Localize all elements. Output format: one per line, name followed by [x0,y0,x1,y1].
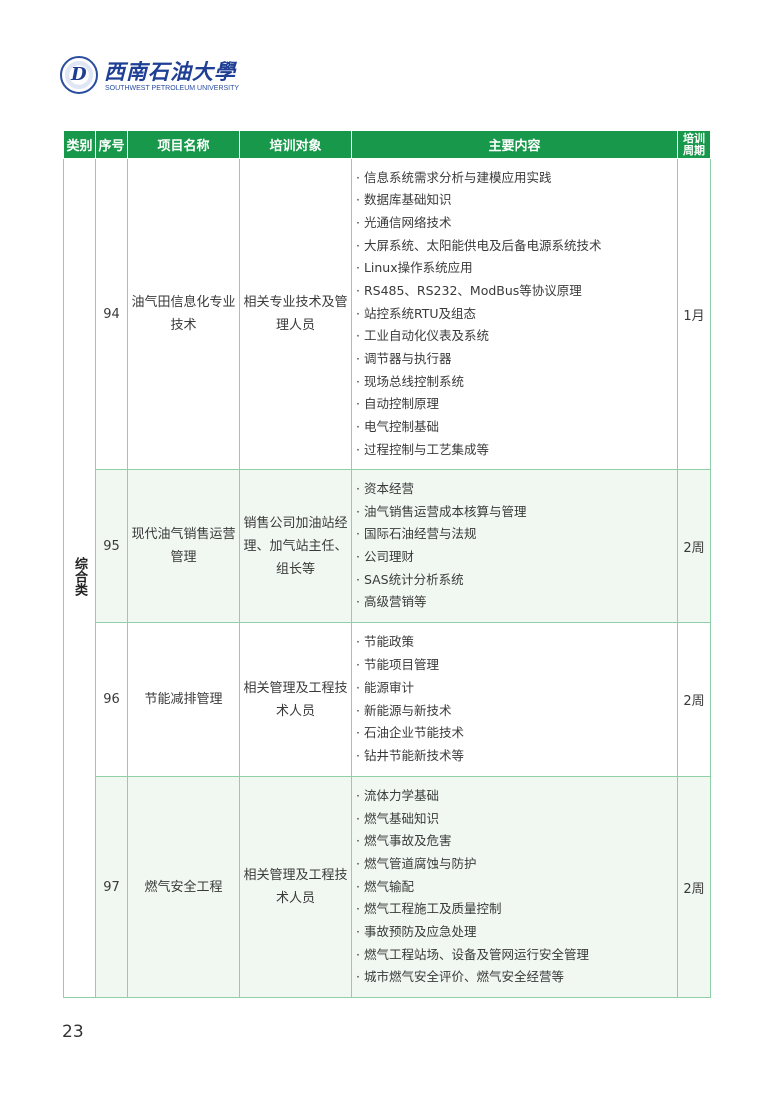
header-target: 培训对象 [239,130,352,159]
main-content: · 流体力学基础 · 燃气基础知识 · 燃气事故及危害 · 燃气管道腐蚀与防护 · 燃气… [351,776,678,998]
logo-name-cn: 西南石油大學 [104,59,236,84]
content-item: · Linux操作系统应用 [356,260,473,276]
table-header: 类别 序号 项目名称 培训对象 主要内容 培训周期 [63,130,711,159]
table-row: 综合类 94 油气田信息化专业技术 相关专业技术及管理人员 · 信息系统需求分析与建模应… [63,158,711,998]
header-category: 类别 [63,130,96,159]
content-item: · 石油企业节能技术 [356,725,464,741]
content-item: · 信息系统需求分析与建模应用实践 [356,169,552,185]
content-item: · 大屏系统、太阳能供电及后备电源系统技术 [356,237,602,253]
project-name: 现代油气销售运营管理 [127,469,240,623]
content-item: · 光通信网络技术 [356,214,452,230]
training-period: 1月 [677,158,711,470]
content-item: · 燃气输配 [356,878,414,894]
row-number: 95 [95,469,128,623]
content-item: · RS485、RS232、ModBus等协议原理 [356,282,582,298]
main-content: · 节能政策 · 节能项目管理 · 能源审计 · 新能源与新技术 · 石油企业节能技术 ·… [351,622,678,777]
content-item: · 自动控制原理 [356,396,439,412]
project-name: 油气田信息化专业技术 [127,158,240,470]
content-item: · 节能项目管理 [356,657,439,673]
training-period: 2周 [677,622,711,777]
content-item: · 钻井节能新技术等 [356,747,464,763]
content-item: · 调节器与执行器 [356,351,452,367]
category-label: 综合类 [72,556,87,596]
row-number: 97 [95,776,128,998]
university-logo: D 西南石油大學 SOUTHWEST PETROLEUM UNIVERSITY [60,54,240,100]
training-target: 相关专业技术及管理人员 [239,158,352,470]
training-target: 相关管理及工程技术人员 [239,622,352,777]
content-item: · 燃气管道腐蚀与防护 [356,855,477,871]
training-period: 2周 [677,776,711,998]
main-content: · 信息系统需求分析与建模应用实践 · 数据库基础知识 · 光通信网络技术 · 大屏系… [351,158,678,470]
training-target: 销售公司加油站经理、加气站主任、组长等 [239,469,352,623]
content-item: · 过程控制与工艺集成等 [356,441,489,457]
main-content: · 资本经营 · 油气销售运营成本核算与管理 · 国际石油经营与法规 · 公司理财 · … [351,469,678,623]
page-number: 23 [62,1022,84,1042]
row-number: 96 [95,622,128,777]
project-name: 燃气安全工程 [127,776,240,998]
logo-name-en: SOUTHWEST PETROLEUM UNIVERSITY [105,85,240,92]
content-item: · 燃气基础知识 [356,810,439,826]
training-period: 2周 [677,469,711,623]
content-item: · 公司理财 [356,549,414,564]
content-item: · 燃气工程站场、设备及管网运行安全管理 [356,946,589,962]
content-item: · 数据库基础知识 [356,192,452,208]
header-content: 主要内容 [351,130,678,159]
table-row: 95 现代油气销售运营管理 销售公司加油站经理、加气站主任、组长等 · 资本经营 · 油… [64,469,711,623]
content-item: · 能源审计 [356,679,414,695]
content-item: · 新能源与新技术 [356,702,452,718]
training-target: 相关管理及工程技术人员 [239,776,352,998]
category-cell: 综合类 [63,158,96,998]
content-item: · 流体力学基础 [356,787,439,803]
header-no: 序号 [95,130,128,159]
table-row: 97 燃气安全工程 相关管理及工程技术人员 · 流体力学基础 · 燃气基础知识 · 燃气事… [64,776,711,998]
table-row: 96 节能减排管理 相关管理及工程技术人员 · 节能政策 · 节能项目管理 · 能源审计 ·… [64,622,711,777]
header-period: 培训周期 [677,130,711,159]
project-name: 节能减排管理 [127,622,240,777]
content-item: · 事故预防及应急处理 [356,924,477,940]
content-item: · 工业自动化仪表及系统 [356,328,489,344]
content-item: · 电气控制基础 [356,419,439,435]
row-number: 94 [95,158,128,470]
university-seal-icon: D [60,56,98,94]
header-name: 项目名称 [127,130,240,159]
content-item: · 高级营销等 [356,594,427,610]
content-item: · 城市燃气安全评价、燃气安全经营等 [356,969,564,985]
content-item: · SAS统计分析系统 [356,571,464,587]
content-item: · 资本经营 [356,480,414,496]
content-item: · 站控系统RTU及组态 [356,305,477,321]
content-item: · 燃气事故及危害 [356,833,452,849]
content-item: · 油气销售运营成本核算与管理 [356,503,527,519]
content-item: · 节能政策 [356,634,414,650]
content-item: · 国际石油经营与法规 [356,526,477,542]
training-table: 类别 序号 项目名称 培训对象 主要内容 培训周期 综合类 94 油气田信息化专业技… [63,130,711,998]
content-item: · 燃气工程施工及质量控制 [356,901,502,917]
content-item: · 现场总线控制系统 [356,373,464,389]
